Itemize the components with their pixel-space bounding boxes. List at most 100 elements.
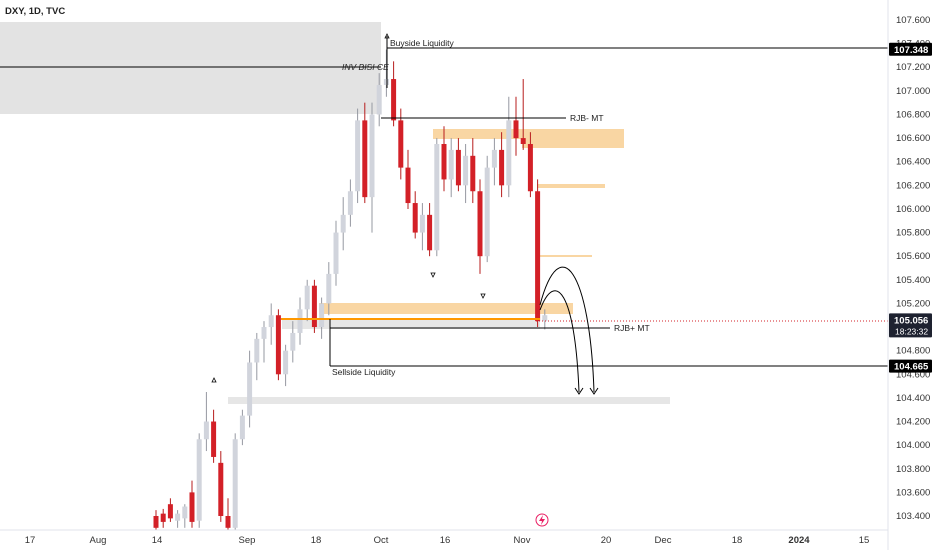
candle[interactable] [427, 203, 433, 257]
y-tick-label: 104.000 [896, 440, 930, 451]
candle[interactable] [535, 179, 541, 328]
candle-body [347, 191, 353, 215]
y-tick-label: 103.600 [896, 487, 930, 498]
candle[interactable] [254, 332, 260, 381]
candle[interactable] [275, 309, 281, 381]
y-tick-label: 105.600 [896, 251, 930, 262]
candle[interactable] [283, 344, 289, 387]
candle[interactable] [455, 138, 461, 192]
candle[interactable] [506, 96, 512, 198]
candle-body [160, 513, 166, 522]
markers-layer [211, 33, 486, 383]
candle[interactable] [513, 96, 519, 156]
candle-body [355, 120, 361, 192]
y-tick-label: 107.200 [896, 62, 930, 73]
candle[interactable] [448, 138, 454, 198]
candle[interactable] [304, 279, 310, 322]
candle-body [542, 315, 548, 322]
candle[interactable] [211, 409, 217, 463]
candle[interactable] [491, 138, 497, 186]
candle[interactable] [311, 279, 317, 333]
candle-body [239, 415, 245, 440]
candle[interactable] [167, 498, 173, 522]
candle[interactable] [355, 108, 361, 204]
buyside-triangle-up [384, 33, 390, 39]
candle[interactable] [340, 197, 346, 251]
y-tick-label: 104.800 [896, 346, 930, 357]
candle-body [441, 144, 447, 180]
candle[interactable] [247, 350, 253, 428]
candle[interactable] [239, 409, 245, 446]
candle[interactable] [419, 203, 425, 251]
candle[interactable] [383, 49, 389, 97]
candle[interactable] [398, 108, 404, 180]
y-tick-label: 106.800 [896, 109, 930, 120]
candle[interactable] [347, 179, 353, 227]
lightning-icon[interactable] [535, 513, 549, 527]
candle[interactable] [261, 321, 267, 363]
x-tick-label: Sep [239, 535, 256, 546]
orange-zone-line [540, 255, 592, 257]
x-tick-label: 14 [152, 535, 163, 546]
y-tick-label: 106.400 [896, 157, 930, 168]
candle[interactable] [441, 126, 447, 192]
y-tick-label: 104.200 [896, 417, 930, 428]
y-tick-label: 106.200 [896, 180, 930, 191]
candle-body [405, 167, 411, 204]
x-tick-label: 17 [25, 535, 36, 546]
candle-body [203, 421, 209, 440]
y-tick-label: 105.400 [896, 275, 930, 286]
candle-body [283, 350, 289, 375]
candle-body [455, 149, 461, 186]
candle[interactable] [405, 149, 411, 209]
candle-body [254, 338, 260, 363]
candle[interactable] [203, 392, 209, 452]
candle[interactable] [225, 498, 231, 531]
candle[interactable] [333, 220, 339, 286]
candle[interactable] [362, 102, 368, 204]
time-axis[interactable]: 17 Aug 14 Sep 18 Oct 16 Nov 20 Dec 18 2024 15 [25, 535, 870, 546]
candle-body [211, 421, 217, 457]
candle-body [261, 327, 267, 339]
candle[interactable] [160, 508, 166, 528]
candle-body [333, 232, 339, 274]
candle[interactable] [175, 510, 181, 528]
candle-body [427, 214, 433, 251]
y-tick-label: 107.000 [896, 86, 930, 97]
candle[interactable] [196, 433, 202, 528]
candle[interactable] [376, 73, 382, 127]
candle[interactable] [484, 155, 490, 263]
candle-body [297, 309, 303, 333]
candle[interactable] [369, 102, 375, 233]
candle[interactable] [412, 191, 418, 239]
x-tick-label: 20 [601, 535, 612, 546]
candle-body [376, 84, 382, 115]
candle[interactable] [297, 297, 303, 345]
candle[interactable] [182, 504, 188, 528]
candle-body [369, 114, 375, 198]
candle[interactable] [499, 132, 505, 198]
candle[interactable] [189, 480, 195, 528]
candle[interactable] [520, 79, 526, 150]
candle[interactable] [463, 144, 469, 204]
candle[interactable] [470, 138, 476, 204]
candle-body [304, 285, 310, 310]
candle[interactable] [391, 61, 397, 127]
candle[interactable] [477, 179, 483, 274]
candle-body [175, 513, 181, 521]
candle[interactable] [290, 321, 296, 363]
candle[interactable] [268, 303, 274, 345]
candle[interactable] [153, 510, 159, 531]
candle[interactable] [527, 132, 533, 198]
candles-layer [153, 49, 548, 531]
candle[interactable] [232, 433, 238, 531]
candle[interactable] [326, 262, 332, 316]
candle[interactable] [218, 451, 224, 522]
candle-body [506, 120, 512, 186]
candle[interactable] [434, 138, 440, 257]
x-tick-label: Dec [655, 535, 672, 546]
candle[interactable] [542, 309, 548, 330]
